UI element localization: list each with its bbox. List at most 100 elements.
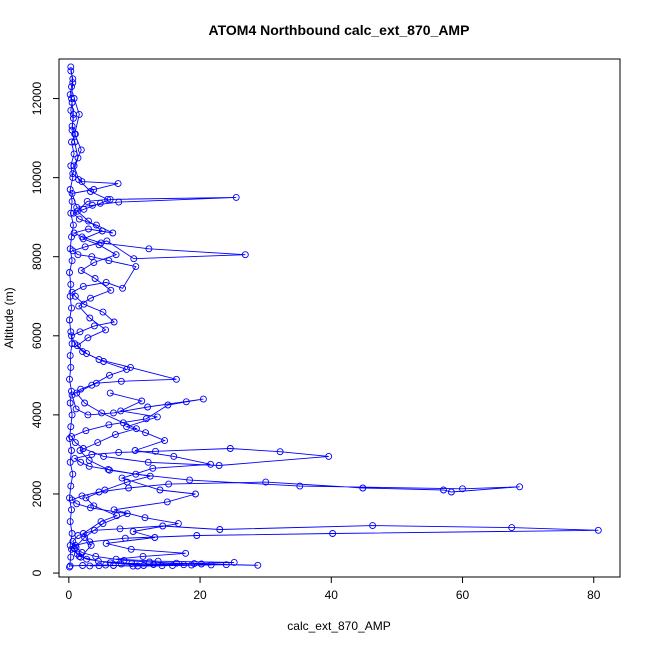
data-point bbox=[72, 405, 80, 413]
data-point bbox=[119, 284, 127, 292]
data-point bbox=[144, 458, 152, 466]
series-layer bbox=[66, 63, 602, 571]
data-point bbox=[85, 456, 93, 464]
data-point bbox=[66, 352, 74, 360]
data-point bbox=[74, 251, 82, 259]
data-point bbox=[594, 526, 602, 534]
data-point bbox=[67, 482, 75, 490]
data-point bbox=[79, 348, 87, 356]
data-point bbox=[74, 154, 82, 162]
data-point bbox=[106, 389, 114, 397]
data-point bbox=[66, 186, 74, 193]
data-point bbox=[112, 555, 120, 563]
data-point bbox=[95, 356, 103, 363]
data-point bbox=[116, 525, 124, 533]
data-point bbox=[447, 488, 455, 496]
data-point bbox=[82, 427, 90, 435]
data-point bbox=[111, 431, 119, 439]
data-point bbox=[102, 278, 110, 286]
data-point bbox=[154, 557, 162, 565]
data-point bbox=[80, 205, 88, 213]
data-point bbox=[151, 534, 159, 541]
data-point bbox=[254, 561, 262, 569]
data-point bbox=[85, 225, 92, 233]
x-tick-label: 80 bbox=[587, 588, 601, 602]
data-point bbox=[68, 189, 76, 197]
data-point bbox=[101, 486, 109, 494]
data-point bbox=[92, 379, 100, 387]
data-point bbox=[76, 447, 84, 454]
data-point bbox=[369, 522, 377, 530]
data-point bbox=[83, 350, 91, 358]
series-1 bbox=[66, 67, 79, 571]
data-point bbox=[87, 294, 94, 302]
series-line bbox=[70, 66, 599, 567]
data-point bbox=[262, 478, 270, 486]
data-point bbox=[149, 464, 157, 472]
x-tick-label: 20 bbox=[193, 588, 207, 602]
data-point bbox=[71, 130, 79, 138]
data-point bbox=[88, 253, 96, 261]
data-point bbox=[117, 407, 125, 415]
x-tick-label: 40 bbox=[325, 588, 339, 602]
data-point bbox=[199, 395, 207, 403]
data-point bbox=[186, 476, 194, 484]
data-point bbox=[79, 235, 87, 243]
series-line bbox=[69, 70, 76, 568]
data-point bbox=[130, 255, 138, 263]
data-point bbox=[84, 411, 92, 419]
data-point bbox=[207, 561, 215, 569]
data-point bbox=[79, 282, 87, 290]
data-point bbox=[172, 559, 180, 567]
data-point bbox=[94, 557, 102, 565]
x-tick-label: 60 bbox=[456, 588, 470, 602]
data-point bbox=[190, 560, 198, 568]
data-point bbox=[68, 411, 76, 419]
data-point bbox=[146, 472, 154, 480]
data-point bbox=[89, 201, 96, 209]
data-point bbox=[68, 138, 75, 146]
data-point bbox=[83, 197, 91, 205]
data-point bbox=[230, 558, 238, 566]
data-point bbox=[67, 280, 75, 288]
data-point bbox=[106, 466, 113, 474]
data-point bbox=[163, 498, 171, 506]
data-point bbox=[69, 470, 77, 478]
data-point bbox=[91, 275, 99, 282]
data-point bbox=[86, 538, 94, 546]
x-axis-label: calc_ext_870_AMP bbox=[287, 619, 390, 633]
data-point bbox=[192, 490, 199, 498]
chart-title: ATOM4 Northbound calc_ext_870_AMP bbox=[209, 22, 470, 38]
data-point bbox=[123, 423, 131, 431]
data-point bbox=[156, 486, 164, 494]
data-point bbox=[81, 534, 89, 541]
data-point bbox=[79, 530, 87, 537]
data-point bbox=[68, 257, 76, 265]
y-tick-label: 10000 bbox=[30, 161, 44, 195]
data-point bbox=[508, 524, 516, 532]
data-point bbox=[73, 207, 81, 215]
data-point bbox=[88, 381, 96, 389]
y-tick-label: 0 bbox=[30, 569, 44, 576]
data-point bbox=[112, 251, 120, 259]
data-point bbox=[68, 233, 75, 241]
data-point bbox=[98, 409, 106, 417]
data-point bbox=[87, 188, 94, 195]
data-point bbox=[104, 195, 112, 203]
data-point bbox=[71, 454, 79, 462]
y-tick-label: 2000 bbox=[30, 480, 44, 507]
data-point bbox=[131, 447, 139, 454]
data-point bbox=[103, 237, 111, 245]
data-point bbox=[99, 308, 107, 316]
data-point bbox=[97, 518, 105, 526]
data-point bbox=[84, 334, 92, 342]
data-point bbox=[68, 447, 75, 454]
data-point bbox=[90, 259, 98, 267]
data-point bbox=[117, 377, 125, 385]
data-point bbox=[69, 221, 77, 229]
data-point bbox=[66, 494, 73, 502]
data-point bbox=[296, 482, 304, 490]
data-point bbox=[172, 375, 180, 383]
data-point bbox=[68, 304, 75, 312]
data-point bbox=[142, 415, 150, 423]
